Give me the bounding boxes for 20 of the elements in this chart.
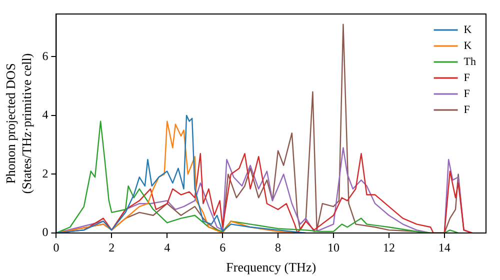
y-tick-label: 6	[42, 48, 48, 63]
x-tick-label: 10	[327, 240, 340, 254]
legend-label: Th	[464, 56, 476, 68]
x-tick-label: 12	[382, 240, 395, 254]
x-tick-label: 2	[108, 240, 115, 254]
legend-label: F	[464, 72, 470, 84]
x-axis-title: Frequency (THz)	[226, 260, 316, 275]
y-tick-label: 4	[42, 108, 48, 122]
y-tick-label: 0	[42, 225, 48, 240]
legend-label: K	[464, 40, 472, 52]
x-tick-label: 8	[275, 240, 282, 254]
legend-label: F	[464, 88, 470, 100]
x-tick-label: 6	[220, 240, 226, 254]
legend-label: K	[464, 24, 472, 36]
y-tick-label: 2	[42, 166, 48, 180]
x-tick-label: 14	[438, 240, 450, 254]
x-tick-label: 4	[164, 240, 170, 254]
legend-label: F	[464, 104, 470, 116]
x-tick-label: 0	[53, 240, 60, 254]
y-axis-title: Phonon projected DOS (States/THz·primitive cell)	[3, 53, 34, 194]
